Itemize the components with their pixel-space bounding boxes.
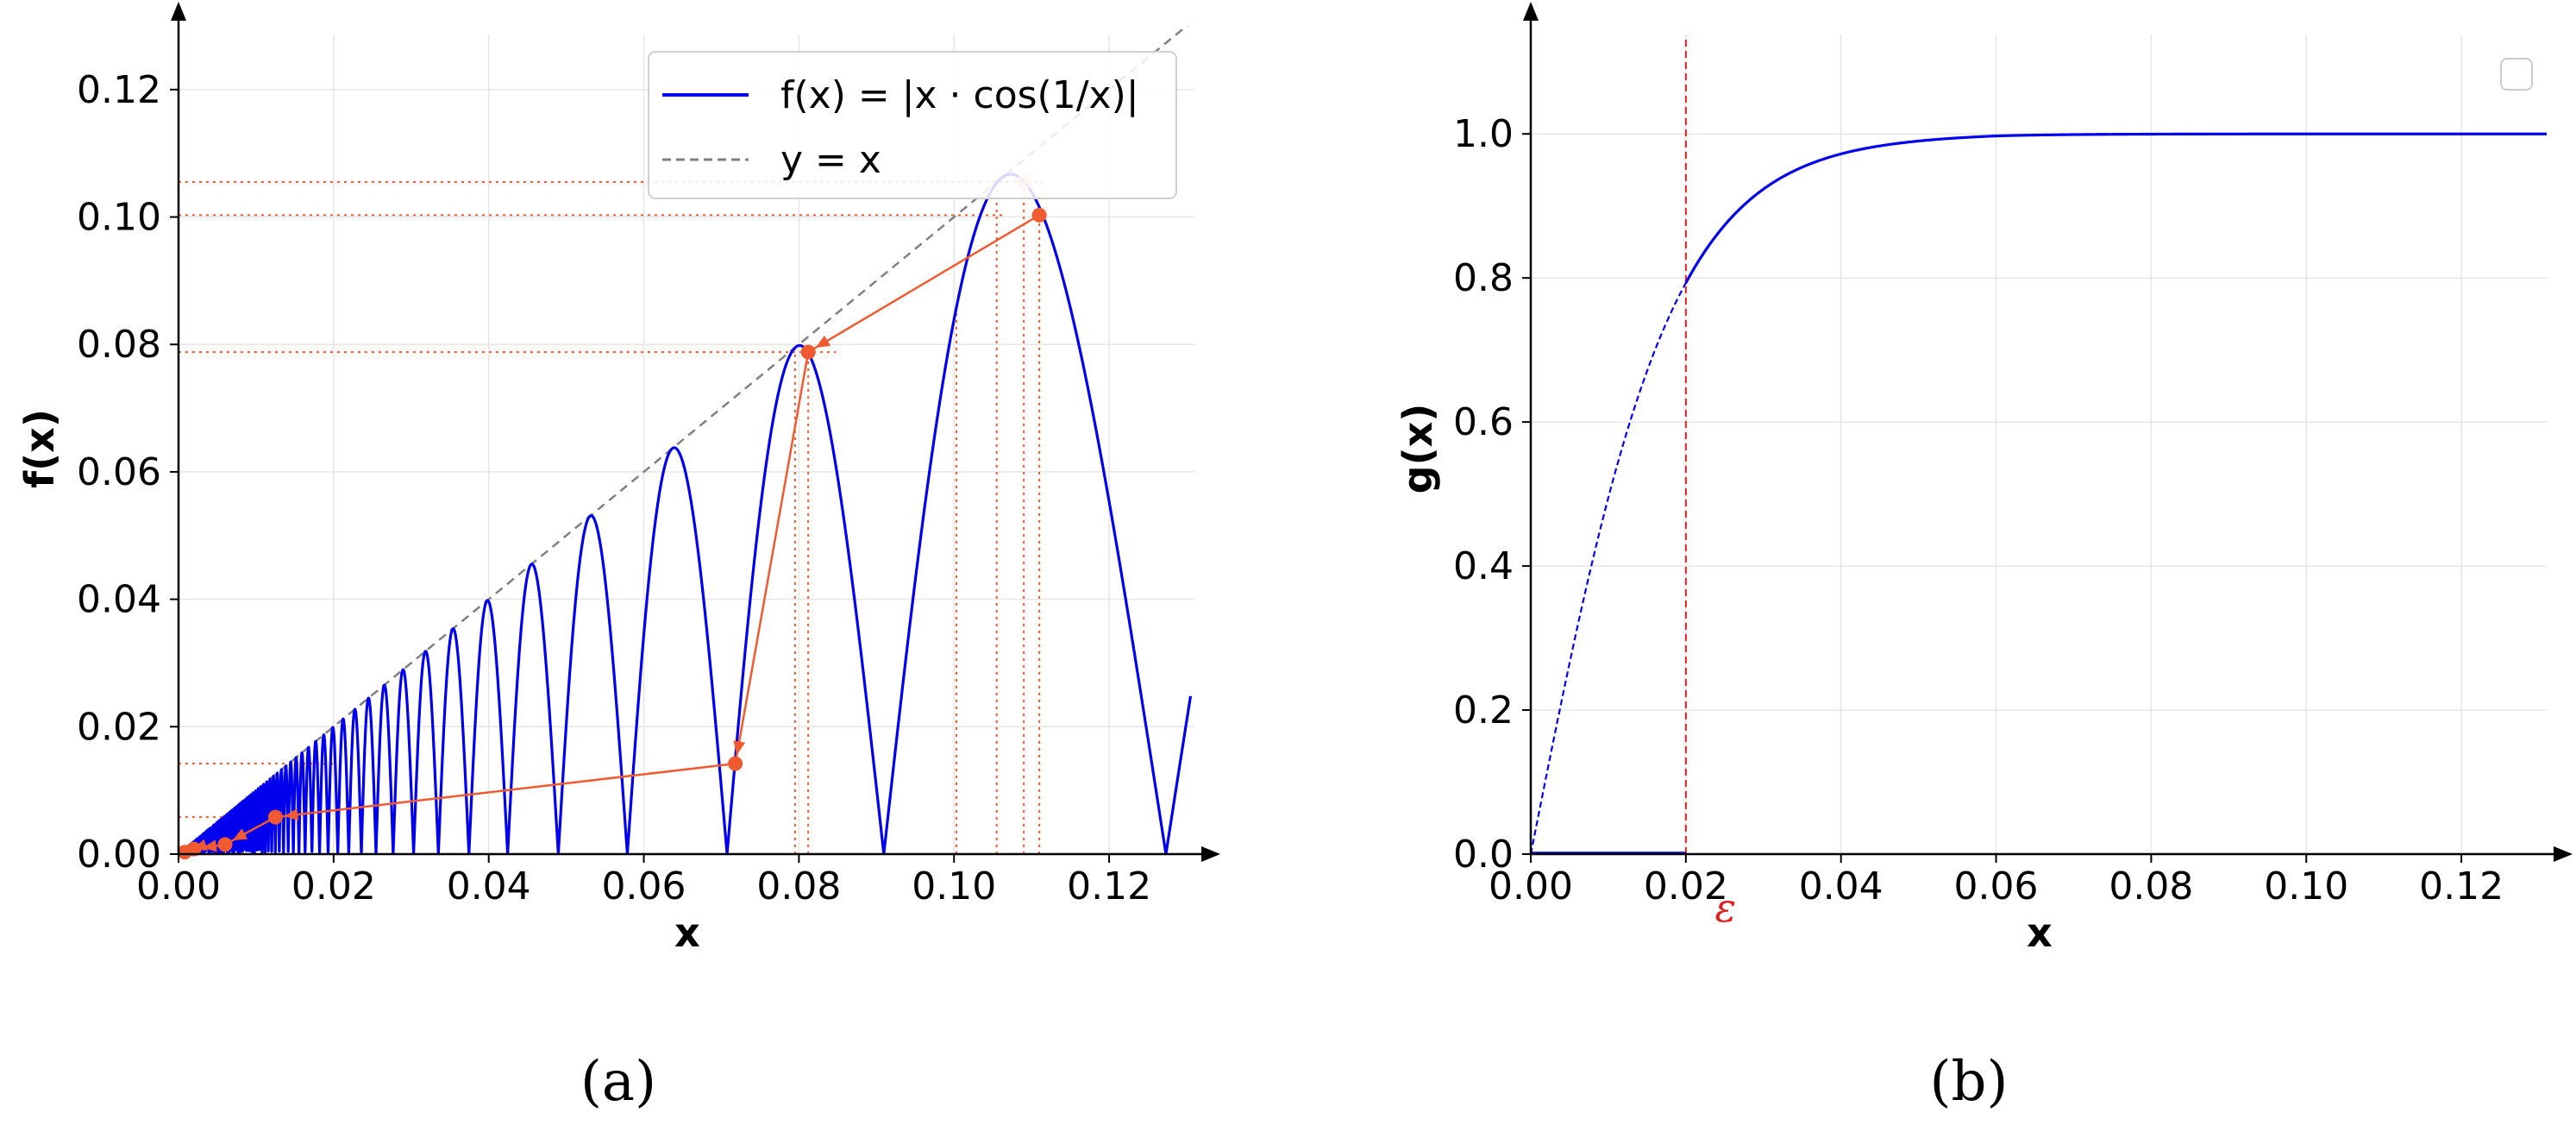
y-axis-label-a: f(x)	[16, 409, 63, 488]
y-tick-label: 0.02	[77, 705, 161, 749]
iteration-arrowhead	[232, 828, 248, 841]
y-tick-label: 1.0	[1453, 112, 1514, 156]
legend-b	[2500, 58, 2533, 91]
y-tick-label: 0.4	[1453, 544, 1514, 588]
epsilon-label: ε	[1715, 884, 1737, 931]
y-tick-label: 0.8	[1453, 256, 1514, 300]
y-tick-label: 0.04	[77, 578, 161, 622]
iteration-point	[800, 344, 816, 360]
g-curve-solid	[1684, 132, 2547, 284]
iteration-point	[728, 756, 743, 771]
g-curve-dashed	[1531, 282, 1687, 854]
grid-b	[1530, 35, 2547, 855]
y-tick-label: 0.0	[1453, 833, 1514, 877]
y-tick-label: 0.2	[1453, 688, 1514, 732]
legend-frame-a	[648, 51, 1177, 199]
iteration-segment	[807, 214, 1040, 354]
x-tick-label: 0.04	[1799, 864, 1883, 908]
x-tick-label: 0.02	[1644, 864, 1728, 908]
x-tick-label: 0.00	[136, 864, 221, 908]
axes-b	[1522, 2, 2573, 863]
y-axis-label-b: g(x)	[1395, 404, 1441, 494]
y-tick-label: 0.12	[77, 68, 161, 112]
y-tick-label: 0.10	[77, 196, 161, 240]
y-tick-label: 0.08	[77, 323, 161, 367]
iteration-point	[177, 845, 192, 860]
y-tick-label: 0.6	[1453, 400, 1514, 444]
x-tick-label: 0.06	[1954, 864, 2039, 908]
iteration-segment	[275, 762, 736, 819]
x-tick-label: 0.00	[1489, 864, 1573, 908]
x-axis-arrow	[2554, 846, 2573, 862]
y-tick-label: 0.06	[77, 450, 161, 494]
iteration-arrowhead	[815, 335, 831, 348]
iteration-arrowhead	[202, 839, 217, 852]
x-tick-label: 0.02	[291, 864, 376, 908]
iteration-point	[267, 809, 283, 825]
x-tick-label: 0.10	[2264, 864, 2348, 908]
x-axis-arrow	[1201, 846, 1220, 862]
y-tick-label: 0.00	[77, 833, 161, 877]
x-tick-label: 0.08	[756, 864, 841, 908]
y-axis-arrow	[1523, 2, 1539, 21]
x-tick-label: 0.10	[912, 864, 996, 908]
x-tick-label: 0.04	[447, 864, 531, 908]
iteration-point	[217, 837, 233, 852]
tick-labels-b: 0.00 0.02 0.04 0.06 0.08 0.10 0.12 0.0 0.2 0.4 0.6…	[1453, 112, 2504, 908]
x-tick-label: 0.12	[1067, 864, 1151, 908]
series-b	[1531, 38, 2547, 854]
y-axis-arrow	[171, 2, 186, 21]
x-tick-label: 0.08	[2109, 864, 2193, 908]
iteration-arrowhead	[284, 808, 299, 821]
caption-a: (a)	[580, 1050, 656, 1114]
tick-labels-a: 0.00 0.02 0.04 0.06 0.08 0.10 0.12 0.00 0.02 0.04…	[77, 68, 1151, 908]
x-tick-label: 0.06	[602, 864, 686, 908]
x-axis-label-a: x	[674, 909, 700, 956]
x-tick-label: 0.12	[2419, 864, 2504, 908]
caption-b: (b)	[1930, 1050, 2009, 1114]
iteration-arrowhead	[733, 740, 746, 756]
x-axis-label-b: x	[2027, 909, 2053, 956]
axes-a	[170, 2, 1220, 863]
iteration-segment	[734, 351, 810, 764]
chart-panel-b: 0.00 0.02 0.04 0.06 0.08 0.10 0.12 0.0 0.2 0.4 0.6…	[1395, 2, 2573, 956]
legend-a: f(x) = |x · cos(1/x)| y = x	[648, 51, 1177, 199]
chart-panel-a: 0.00 0.02 0.04 0.06 0.08 0.10 0.12 0.00 0.02 0.04…	[16, 2, 1220, 956]
legend-label-identity: y = x	[780, 138, 881, 182]
legend-label-f: f(x) = |x · cos(1/x)|	[780, 73, 1139, 117]
iteration-point	[1031, 207, 1047, 223]
